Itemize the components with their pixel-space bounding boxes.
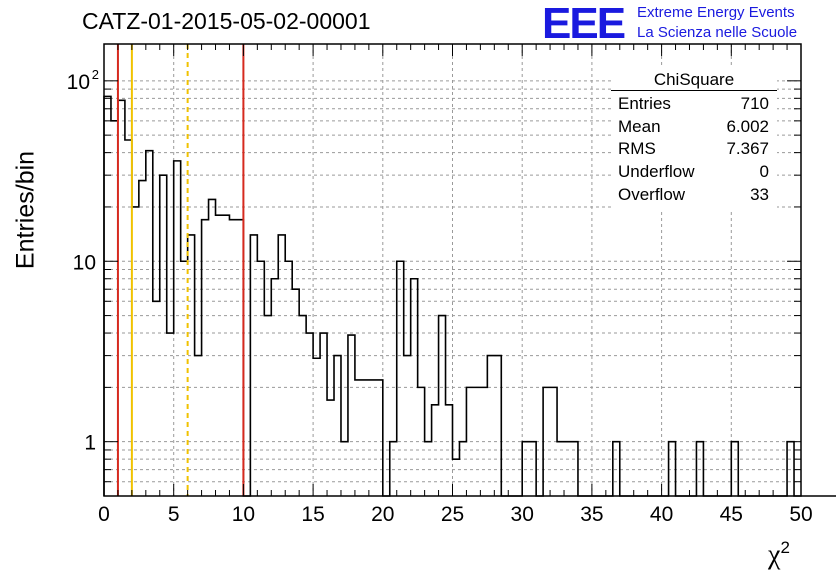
- stats-row-mean: Mean 6.002: [618, 117, 769, 139]
- x-tick-label: 5: [168, 503, 180, 526]
- grid: [104, 44, 801, 496]
- x-axis-label-base: χ: [768, 539, 781, 571]
- stats-value: 33: [750, 185, 769, 204]
- x-axis-label: χ2: [768, 538, 790, 571]
- stats-label: RMS: [618, 139, 656, 158]
- x-tick-label: 15: [301, 503, 324, 526]
- stats-label: Mean: [618, 117, 661, 136]
- x-tick-label: 40: [650, 503, 673, 526]
- stats-label: Entries: [618, 94, 671, 113]
- y-tick-label-sup: 2: [92, 67, 99, 82]
- stats-row-entries: Entries 710: [618, 94, 769, 116]
- stats-divider: [611, 90, 777, 91]
- x-axis: 0 5 10 15 20 25 30 35 40 45 50: [98, 44, 813, 526]
- stats-value: 6.002: [726, 117, 769, 136]
- chart-title: CATZ-01-2015-05-02-00001: [82, 8, 371, 34]
- stats-value: 7.367: [726, 139, 769, 158]
- reference-lines: [116, 44, 245, 496]
- stats-row-overflow: Overflow 33: [618, 185, 769, 207]
- x-tick-label: 50: [789, 503, 812, 526]
- x-tick-label: 0: [98, 503, 110, 526]
- stats-row-underflow: Underflow 0: [618, 162, 769, 184]
- x-tick-label: 25: [441, 503, 464, 526]
- y-axis-label: Entries/bin: [11, 150, 40, 270]
- stats-label: Overflow: [618, 185, 686, 204]
- logo-line-1: Extreme Energy Events: [637, 4, 795, 21]
- stats-row-rms: RMS 7.367: [618, 139, 769, 161]
- x-tick-label: 45: [720, 503, 743, 526]
- x-tick-label: 10: [232, 503, 255, 526]
- histogram-outline: [103, 95, 836, 497]
- logo-line-2: La Scienza nelle Scuole: [637, 24, 798, 41]
- x-tick-label: 20: [371, 503, 394, 526]
- stats-value: 710: [740, 94, 769, 113]
- y-tick-label: 10: [67, 71, 90, 94]
- y-axis-label-wrap: Entries/bin: [4, 151, 48, 269]
- stats-label: Underflow: [618, 162, 695, 181]
- stats-value: 0: [759, 162, 769, 181]
- y-tick-label: 1: [84, 432, 96, 455]
- x-axis-label-sup: 2: [780, 538, 790, 557]
- x-tick-label: 30: [511, 503, 534, 526]
- x-tick-label: 35: [580, 503, 603, 526]
- eee-logo: EEE: [542, 0, 626, 48]
- stats-box: ChiSquare Entries 710 Mean 6.002 RMS 7.3…: [611, 68, 777, 210]
- histogram-series: [103, 95, 836, 497]
- stats-title: ChiSquare: [653, 70, 735, 89]
- y-tick-label: 10: [73, 251, 96, 274]
